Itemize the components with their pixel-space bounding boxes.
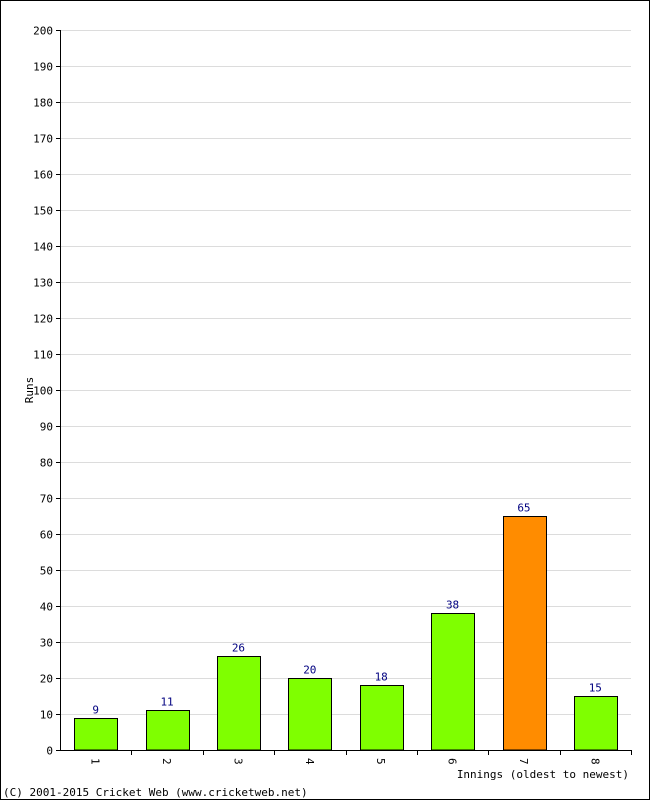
x-tick-label-6: 6 <box>446 758 459 765</box>
bar-innings-4 <box>288 678 332 751</box>
axes <box>56 30 632 755</box>
y-tick-label-100: 100 <box>33 385 53 398</box>
bar-innings-5 <box>360 685 404 751</box>
y-tick-label-170: 170 <box>33 133 53 146</box>
x-axis-title: Innings (oldest to newest) <box>457 768 629 781</box>
y-tick-label-10: 10 <box>40 709 53 722</box>
labels: 0102030405060708090100110120130140150160… <box>33 25 602 766</box>
y-tick-label-80: 80 <box>40 457 53 470</box>
y-tick-label-140: 140 <box>33 241 53 254</box>
bars <box>74 516 618 751</box>
x-tick-label-2: 2 <box>160 758 173 765</box>
y-tick-label-110: 110 <box>33 349 53 362</box>
y-tick-label-70: 70 <box>40 493 53 506</box>
data-label-innings-5: 18 <box>375 671 388 684</box>
x-tick-label-8: 8 <box>588 758 601 765</box>
data-label-innings-7: 65 <box>517 502 530 515</box>
y-tick-label-160: 160 <box>33 169 53 182</box>
y-tick-label-180: 180 <box>33 97 53 110</box>
copyright-footer: (C) 2001-2015 Cricket Web (www.cricketwe… <box>3 786 308 799</box>
data-label-innings-2: 11 <box>160 696 173 709</box>
bar-innings-7 <box>503 516 547 751</box>
y-tick-label-200: 200 <box>33 25 53 38</box>
bar-innings-6 <box>431 613 475 751</box>
bar-innings-2 <box>146 710 190 751</box>
data-label-innings-3: 26 <box>232 642 245 655</box>
x-tick-label-3: 3 <box>231 758 244 765</box>
x-tick-label-1: 1 <box>89 758 102 765</box>
y-axis-title: Runs <box>23 377 36 404</box>
x-tick-label-5: 5 <box>374 758 387 765</box>
y-tick-label-20: 20 <box>40 673 53 686</box>
y-tick-label-0: 0 <box>46 745 53 758</box>
bar-innings-3 <box>217 656 261 751</box>
data-label-innings-1: 9 <box>92 704 99 717</box>
y-tick-label-130: 130 <box>33 277 53 290</box>
data-label-innings-6: 38 <box>446 599 459 612</box>
y-tick-label-150: 150 <box>33 205 53 218</box>
x-tick-label-4: 4 <box>303 758 316 765</box>
bar-innings-8 <box>574 696 618 751</box>
y-tick-label-120: 120 <box>33 313 53 326</box>
y-tick-label-30: 30 <box>40 637 53 650</box>
data-label-innings-4: 20 <box>303 664 316 677</box>
y-tick-label-90: 90 <box>40 421 53 434</box>
y-tick-label-40: 40 <box>40 601 53 614</box>
x-tick-label-7: 7 <box>517 758 530 765</box>
y-tick-label-190: 190 <box>33 61 53 74</box>
data-label-innings-8: 15 <box>589 682 602 695</box>
bar-innings-1 <box>74 718 118 751</box>
y-tick-label-60: 60 <box>40 529 53 542</box>
y-tick-label-50: 50 <box>40 565 53 578</box>
